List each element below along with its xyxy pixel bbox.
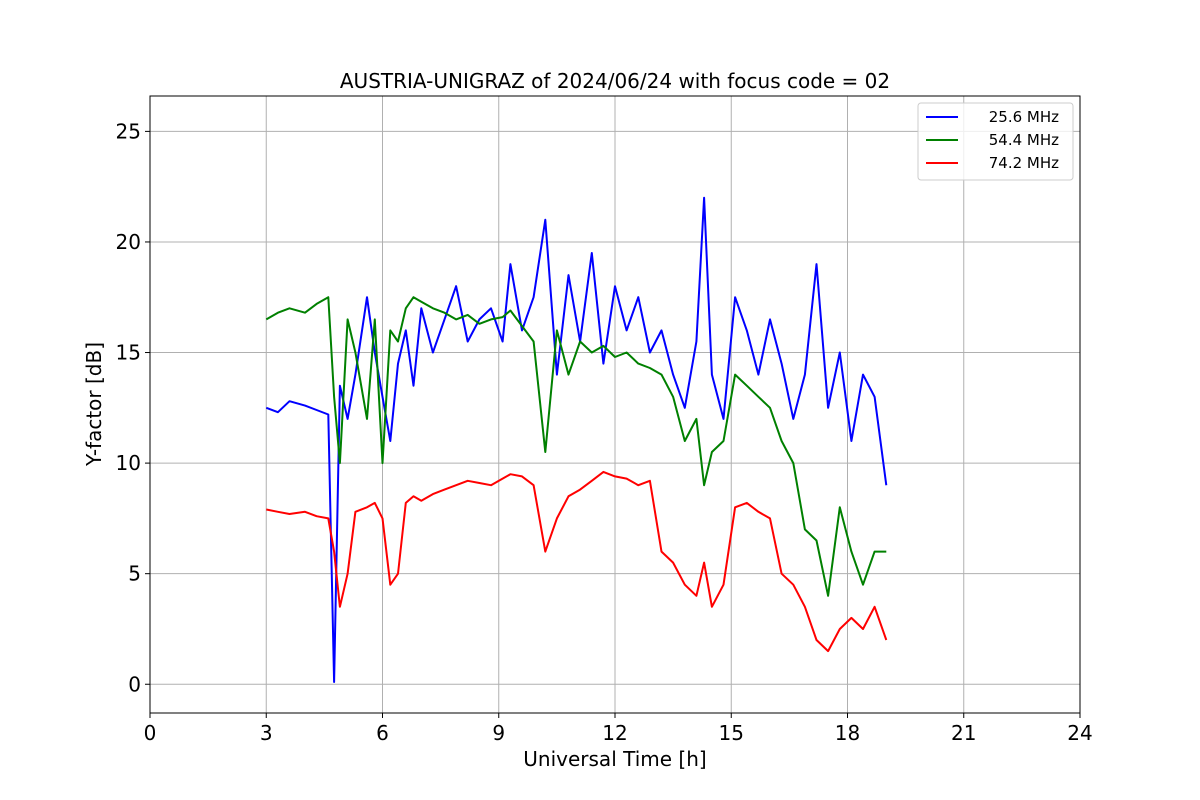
y-tick-label: 0 — [128, 672, 141, 696]
grid — [149, 96, 1081, 713]
legend-label: 74.2 MHz — [989, 154, 1059, 172]
legend-box — [917, 102, 1074, 181]
series-line-2 — [265, 296, 887, 597]
y-axis-label: Y-factor [dB] — [82, 342, 106, 467]
y-tick-label: 15 — [116, 341, 141, 365]
y-tick-label: 10 — [116, 451, 141, 475]
series-line-1 — [265, 196, 888, 683]
legend-label: 54.4 MHz — [989, 131, 1059, 149]
y-tick-label: 5 — [128, 562, 141, 586]
x-axis-label: Universal Time [h] — [523, 747, 706, 771]
x-tick-label: 12 — [602, 721, 627, 745]
y-tick-label: 20 — [116, 230, 141, 254]
x-tick-label: 0 — [144, 721, 157, 745]
x-tick-label: 18 — [835, 721, 860, 745]
x-tick-label: 6 — [376, 721, 389, 745]
x-tick-label: 9 — [492, 721, 505, 745]
y-tick-label: 25 — [116, 119, 141, 143]
series-line-3 — [266, 470, 888, 653]
x-tick-label: 21 — [951, 721, 976, 745]
chart-title: AUSTRIA-UNIGRAZ of 2024/06/24 with focus… — [340, 69, 890, 93]
legend: 25.6 MHz 54.4 MHz 74.2 MHz — [917, 102, 1074, 181]
legend-label: 25.6 MHz — [989, 108, 1059, 126]
plot-lines — [265, 196, 888, 683]
x-tick-label: 15 — [719, 721, 744, 745]
y-axis-ticks: 0 5 10 15 20 25 — [116, 119, 150, 696]
x-tick-label: 3 — [260, 721, 273, 745]
x-tick-label: 24 — [1067, 721, 1092, 745]
x-axis-ticks: 0 3 6 9 12 15 18 21 24 — [144, 713, 1093, 745]
